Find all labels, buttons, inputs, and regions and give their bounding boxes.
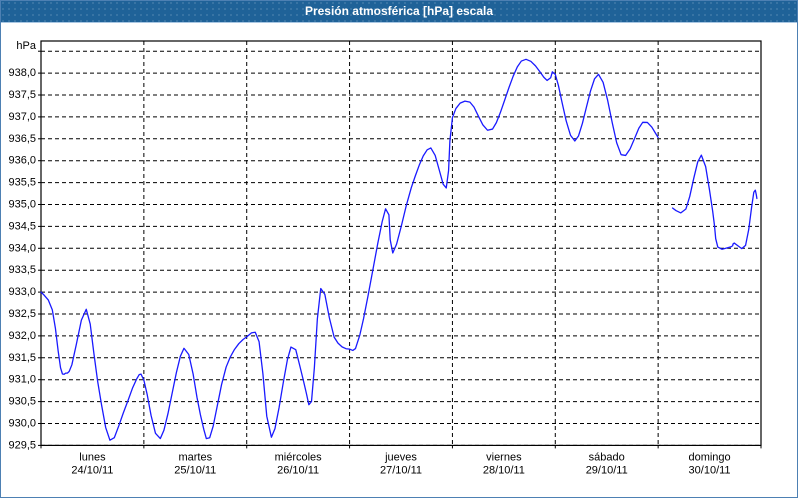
svg-text:930,5: 930,5 — [8, 396, 36, 408]
svg-text:936,5: 936,5 — [8, 133, 36, 145]
svg-text:viernes: viernes — [486, 451, 522, 463]
svg-text:933,0: 933,0 — [8, 286, 36, 298]
svg-text:935,5: 935,5 — [8, 177, 36, 189]
svg-text:937,5: 937,5 — [8, 89, 36, 101]
svg-text:936,0: 936,0 — [8, 155, 36, 167]
svg-text:28/10/11: 28/10/11 — [483, 464, 525, 476]
svg-text:934,0: 934,0 — [8, 242, 36, 254]
svg-text:932,0: 932,0 — [8, 330, 36, 342]
svg-text:933,5: 933,5 — [8, 264, 36, 276]
svg-text:938,0: 938,0 — [8, 67, 36, 79]
svg-text:sábado: sábado — [589, 451, 625, 463]
svg-text:931,0: 931,0 — [8, 374, 36, 386]
svg-text:jueves: jueves — [384, 451, 417, 463]
svg-text:935,0: 935,0 — [8, 199, 36, 211]
svg-text:24/10/11: 24/10/11 — [71, 464, 113, 476]
svg-text:930,0: 930,0 — [8, 418, 36, 430]
svg-text:lunes: lunes — [79, 451, 106, 463]
svg-text:937,0: 937,0 — [8, 111, 36, 123]
svg-text:27/10/11: 27/10/11 — [380, 464, 422, 476]
svg-text:miércoles: miércoles — [275, 451, 323, 463]
svg-text:25/10/11: 25/10/11 — [174, 464, 216, 476]
svg-text:martes: martes — [178, 451, 212, 463]
svg-text:932,5: 932,5 — [8, 308, 36, 320]
svg-text:931,5: 931,5 — [8, 352, 36, 364]
svg-text:26/10/11: 26/10/11 — [277, 464, 319, 476]
svg-text:29/10/11: 29/10/11 — [586, 464, 628, 476]
svg-text:hPa: hPa — [16, 40, 36, 52]
svg-text:934,5: 934,5 — [8, 220, 36, 232]
svg-text:929,5: 929,5 — [8, 439, 36, 451]
svg-text:domingo: domingo — [688, 451, 730, 463]
svg-text:30/10/11: 30/10/11 — [689, 464, 731, 476]
